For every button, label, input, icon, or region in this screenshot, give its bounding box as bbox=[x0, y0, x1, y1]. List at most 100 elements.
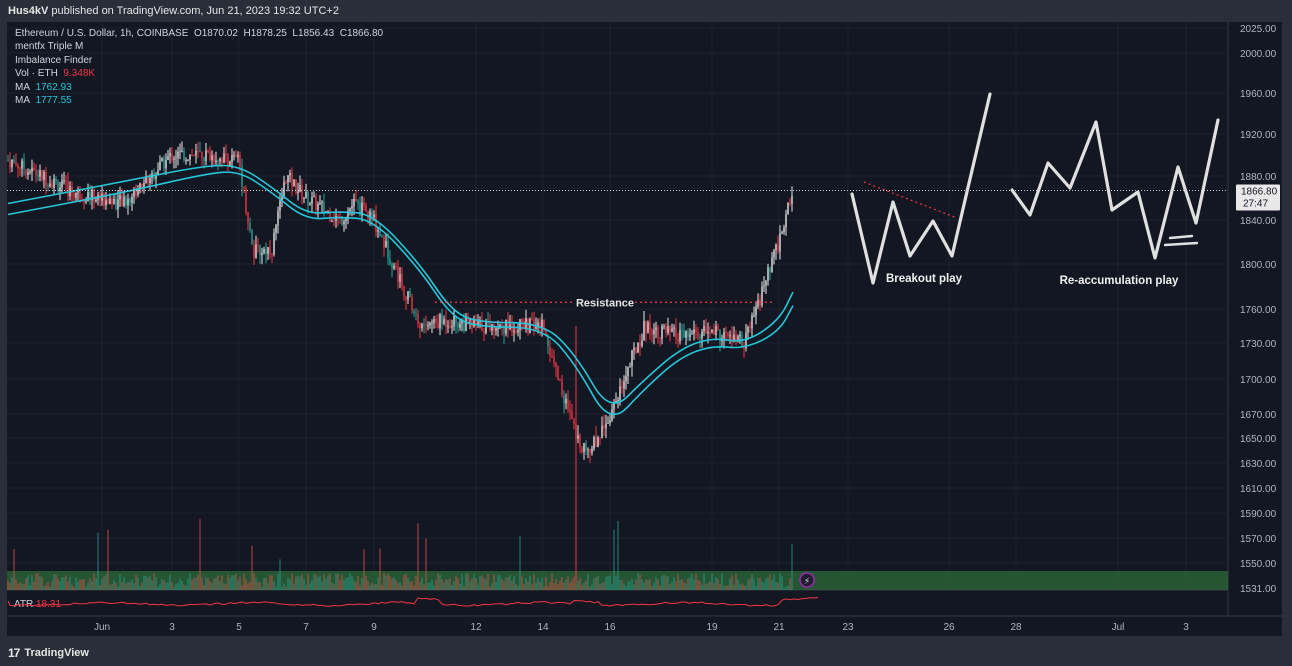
candle-body bbox=[517, 330, 518, 332]
candle-body bbox=[737, 336, 738, 339]
candle-body bbox=[39, 170, 40, 177]
candle-body bbox=[157, 170, 158, 174]
volume-bar bbox=[215, 578, 216, 590]
volume-bar bbox=[225, 584, 226, 590]
time-axis[interactable]: Jun 3 5 7 9 12 14 16 19 21 23 26 28 Jul 3 bbox=[94, 622, 1189, 633]
volume-bar bbox=[539, 582, 540, 590]
lightning-glyph: ⚡ bbox=[804, 576, 810, 586]
candle-body bbox=[317, 204, 318, 210]
volume-bar bbox=[143, 576, 144, 590]
candle-body bbox=[465, 316, 466, 331]
volume-bar bbox=[83, 579, 84, 590]
candle-body bbox=[643, 321, 644, 340]
candle-body bbox=[93, 190, 94, 202]
tradingview-logo[interactable]: 17 TradingView bbox=[8, 640, 89, 666]
volume-bar bbox=[373, 584, 374, 590]
volume-bar bbox=[645, 580, 646, 590]
candle-body bbox=[249, 223, 250, 230]
candle-body bbox=[37, 175, 38, 176]
candle-body bbox=[429, 323, 430, 325]
volume-bar bbox=[615, 576, 616, 590]
candle-body bbox=[749, 327, 750, 328]
indicator-imbalance-finder[interactable]: Imbalance Finder bbox=[15, 54, 383, 67]
volume-bar bbox=[671, 581, 672, 590]
volume-bar bbox=[73, 587, 74, 590]
candle-body bbox=[131, 197, 132, 203]
candle-body bbox=[277, 211, 278, 225]
resistance-line[interactable]: Resistance bbox=[435, 294, 773, 309]
candle-body bbox=[769, 268, 770, 272]
volume-bar bbox=[485, 579, 486, 590]
candle-body bbox=[739, 335, 740, 337]
candle-body bbox=[683, 330, 684, 337]
candle-body bbox=[783, 227, 784, 232]
volume-bar bbox=[587, 574, 588, 590]
price-tick-label: 1700.00 bbox=[1240, 375, 1277, 386]
volume-bar bbox=[789, 578, 790, 590]
volume-bar bbox=[209, 581, 210, 590]
indicator-volume[interactable]: Vol · ETH 9.348K bbox=[15, 67, 383, 80]
candle-body bbox=[757, 300, 758, 307]
candle-body bbox=[315, 196, 316, 210]
open-label: O bbox=[194, 28, 202, 39]
symbol-title[interactable]: Ethereum / U.S. Dollar, 1h, COINBASE bbox=[15, 28, 188, 39]
candle-body bbox=[553, 357, 554, 363]
candle-body bbox=[531, 319, 532, 320]
price-axis[interactable]: 2025.00 2000.00 1960.00 1920.00 1880.00 1840.… bbox=[1240, 24, 1277, 595]
volume-bar bbox=[423, 585, 424, 590]
candle-body bbox=[229, 162, 230, 166]
candle-body bbox=[283, 182, 284, 197]
volume-bar bbox=[381, 585, 382, 590]
hand-drawings[interactable]: Breakout play Re-accumulation play bbox=[852, 94, 1218, 287]
volume-bar bbox=[161, 579, 162, 590]
volume-bar bbox=[779, 573, 780, 590]
candle-body bbox=[765, 281, 766, 286]
time-tick-label: 23 bbox=[842, 622, 854, 633]
indicator-triple-m[interactable]: mentfx Triple M bbox=[15, 40, 383, 53]
candle-body bbox=[673, 327, 674, 328]
candle-body bbox=[231, 155, 232, 162]
volume-bar bbox=[191, 580, 192, 590]
volume-bar bbox=[295, 576, 296, 590]
candle-body bbox=[269, 247, 270, 254]
candle-body bbox=[559, 380, 560, 381]
candle-body bbox=[701, 331, 702, 338]
volume-bar bbox=[35, 574, 36, 590]
current-price-value: 1866.80 bbox=[1241, 187, 1278, 198]
volume-bar bbox=[399, 582, 400, 590]
candle-body bbox=[363, 203, 364, 206]
volume-bar bbox=[129, 582, 130, 590]
volume-bar bbox=[551, 573, 552, 590]
volume-bar bbox=[607, 576, 608, 590]
volume-bar bbox=[259, 582, 260, 590]
candle-body bbox=[601, 426, 602, 438]
high-label: H bbox=[243, 28, 250, 39]
volume-bar bbox=[331, 583, 332, 590]
volume-bar bbox=[365, 576, 366, 590]
candle-body bbox=[409, 291, 410, 296]
indicator-ma-1[interactable]: MA 1762.93 bbox=[15, 81, 383, 94]
volume-bar bbox=[461, 574, 462, 590]
volume-bar bbox=[507, 577, 508, 590]
volume-bar bbox=[387, 573, 388, 590]
candle-body bbox=[753, 315, 754, 316]
volume-bar bbox=[137, 577, 138, 590]
volume-bar bbox=[101, 578, 102, 590]
volume-bar bbox=[41, 577, 42, 590]
candle-body bbox=[381, 236, 382, 237]
volume-bar bbox=[341, 575, 342, 590]
volume-bar bbox=[517, 586, 518, 590]
candle-body bbox=[259, 246, 260, 256]
price-tick-label: 1550.00 bbox=[1240, 559, 1277, 570]
volume-bar bbox=[747, 580, 748, 590]
volume-bar bbox=[385, 576, 386, 590]
candle-body bbox=[113, 199, 114, 204]
time-tick-label: 14 bbox=[537, 622, 549, 633]
volume-bar bbox=[31, 575, 32, 590]
price-tick-label: 1610.00 bbox=[1240, 484, 1277, 495]
candle-body bbox=[649, 322, 650, 330]
volume-bar bbox=[675, 581, 676, 590]
indicator-ma-2[interactable]: MA 1777.55 bbox=[15, 94, 383, 107]
price-tick-label: 1590.00 bbox=[1240, 509, 1277, 520]
volume-bar bbox=[395, 580, 396, 590]
